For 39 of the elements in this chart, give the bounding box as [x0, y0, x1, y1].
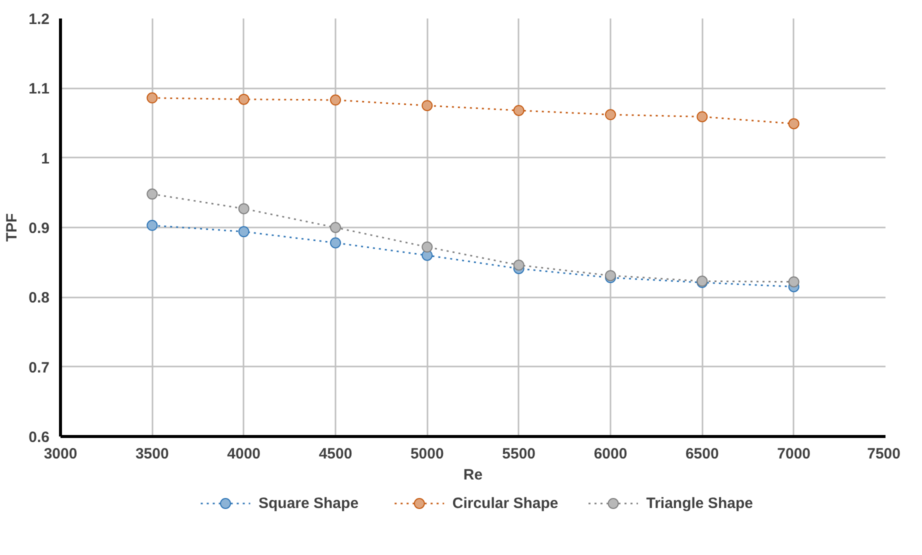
x-tick-label: 3500: [135, 446, 169, 462]
x-tick-label: 5500: [502, 446, 536, 462]
point: [788, 276, 800, 288]
point: [330, 237, 341, 248]
point: [146, 92, 158, 104]
x-tick-label: 6000: [594, 446, 628, 462]
y-tick-label: 0.8: [28, 290, 50, 307]
point: [330, 94, 341, 106]
point: [238, 94, 250, 105]
point: [238, 226, 250, 238]
x-tick-label: 7500: [867, 446, 901, 462]
y-tick-label: 0.6: [28, 429, 50, 446]
x-tick-label: 7000: [777, 446, 811, 462]
point: [146, 220, 158, 231]
point: [513, 260, 524, 271]
point: [605, 109, 616, 120]
point: [422, 242, 433, 252]
point: [330, 222, 341, 233]
y-tick-label: 1: [41, 150, 50, 168]
point: [788, 118, 800, 130]
legend-label: Square Shape: [258, 495, 359, 512]
point: [696, 111, 708, 122]
y-tick-label: 1.2: [28, 11, 50, 28]
legend-label: Triangle Shape: [646, 495, 753, 512]
point: [513, 104, 524, 116]
legend-label: Circular Shape: [452, 495, 558, 512]
y-tick-label: 1.1: [28, 80, 50, 98]
point: [422, 100, 433, 112]
y-tick-label: 0.7: [28, 359, 50, 376]
x-tick-label: 4500: [318, 446, 352, 462]
y-axis-title: TPF: [4, 213, 21, 242]
x-tick-label: 5000: [410, 446, 444, 462]
x-axis-title: Re: [463, 466, 483, 484]
x-tick-label: 3000: [44, 446, 78, 462]
x-tick-label: 4000: [227, 446, 261, 462]
y-tick-label: 0.9: [28, 220, 50, 237]
point: [238, 203, 250, 214]
point: [146, 188, 158, 200]
x-tick-label: 6500: [685, 446, 719, 462]
